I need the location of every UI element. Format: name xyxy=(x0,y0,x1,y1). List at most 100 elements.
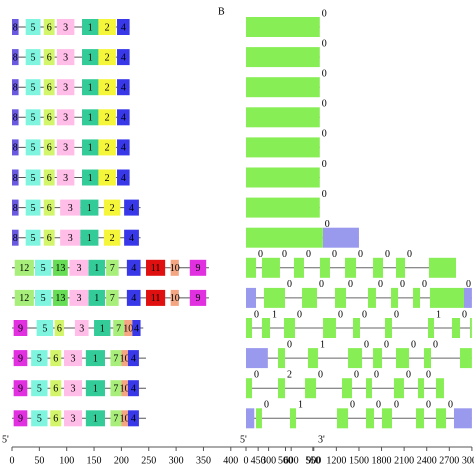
intron-phase: 0 xyxy=(287,339,292,350)
intron-phase: 0 xyxy=(287,279,292,290)
motif-label: 1 xyxy=(93,414,98,425)
motif-label: 2 xyxy=(110,203,115,214)
exon xyxy=(246,318,253,338)
intron-phase: 0 xyxy=(322,68,327,79)
motif xyxy=(25,229,41,246)
motif-label: 7 xyxy=(110,293,115,304)
motif-label: 11 xyxy=(151,293,161,304)
intron-phase: 0 xyxy=(422,279,427,290)
motif xyxy=(63,350,83,367)
intron-phase: 0 xyxy=(407,249,412,260)
motif-label: 12 xyxy=(19,263,29,274)
exon xyxy=(246,77,320,98)
utr xyxy=(246,408,255,429)
motif xyxy=(124,320,133,336)
motif xyxy=(117,49,130,66)
intron-phase: 0 xyxy=(322,189,327,200)
motif xyxy=(170,259,179,276)
motif-label: 5 xyxy=(41,293,46,304)
motif-label: 8 xyxy=(13,52,18,63)
intron-phase: 0 xyxy=(322,8,327,19)
motif xyxy=(53,259,68,276)
motif xyxy=(31,380,48,397)
motif-label: 4 xyxy=(121,82,126,93)
exon xyxy=(256,408,262,429)
motif xyxy=(12,169,19,186)
motif xyxy=(31,350,48,367)
tick-label: 550 xyxy=(305,455,320,466)
tick-label: 2100 xyxy=(394,455,414,466)
motif xyxy=(98,109,116,126)
intron-phase: 0 xyxy=(254,309,259,320)
motif xyxy=(56,79,75,96)
motif-label: 5 xyxy=(31,82,36,93)
motif xyxy=(31,410,48,427)
intron-phase: 0 xyxy=(264,400,269,411)
exon xyxy=(246,17,320,37)
motif-label: 13 xyxy=(55,263,65,274)
motif xyxy=(189,289,207,306)
motif xyxy=(110,350,122,367)
motif xyxy=(56,19,75,35)
motif-label: 4 xyxy=(121,22,126,33)
motif xyxy=(88,289,105,306)
motif-label: 3 xyxy=(70,383,75,394)
motif xyxy=(82,139,99,156)
intron-phase: 0 xyxy=(322,129,327,140)
motif xyxy=(25,19,41,35)
motif-label: 6 xyxy=(53,414,58,425)
motif-label: 6 xyxy=(47,113,52,124)
motif-label: 1 xyxy=(88,82,93,93)
motif-label: 4 xyxy=(129,203,134,214)
intron-phase: 0 xyxy=(378,279,383,290)
intron-phase: 0 xyxy=(318,369,323,380)
motif-label: 11 xyxy=(151,263,161,274)
motif xyxy=(63,410,83,427)
exon xyxy=(307,348,318,369)
motif xyxy=(85,380,105,397)
motif xyxy=(34,259,52,276)
exon xyxy=(385,318,393,338)
motif xyxy=(12,199,19,216)
motif-label: 4 xyxy=(134,323,139,334)
intron-phase: 0 xyxy=(319,279,324,290)
motif xyxy=(98,19,116,35)
tick-label: 0 xyxy=(244,455,249,466)
motif-label: 8 xyxy=(13,173,18,184)
motif xyxy=(43,139,55,156)
intron-phase: 2 xyxy=(287,369,292,380)
left-5-end: 5' xyxy=(2,434,9,445)
exon xyxy=(246,107,320,128)
motif-label: 2 xyxy=(110,233,115,244)
intron-phase: 0 xyxy=(376,400,381,411)
intron-phase: 0 xyxy=(462,309,467,320)
motif xyxy=(12,79,19,96)
motif-label: 7 xyxy=(113,414,118,425)
motif xyxy=(127,350,139,367)
intron-phase: 0 xyxy=(426,369,431,380)
motif xyxy=(82,169,99,186)
motif xyxy=(88,259,105,276)
motif-label: 5 xyxy=(31,143,36,154)
motif xyxy=(121,350,128,367)
utr xyxy=(246,287,257,308)
motif xyxy=(110,380,122,397)
motif-label: 1 xyxy=(87,203,92,214)
motif xyxy=(12,139,19,156)
motif-label: 3 xyxy=(63,82,68,93)
motif xyxy=(103,229,121,246)
exon xyxy=(452,318,461,338)
exon xyxy=(435,408,446,429)
motif-label: 5 xyxy=(31,22,36,33)
exon xyxy=(278,378,286,399)
intron-phase: 1 xyxy=(298,400,303,411)
motif-label: 12 xyxy=(19,293,29,304)
motif-label: 6 xyxy=(47,173,52,184)
motif-label: 1 xyxy=(88,22,93,33)
motif xyxy=(25,49,41,66)
exon xyxy=(381,408,393,429)
motif-label: 1 xyxy=(94,263,99,274)
tick-label: 150 xyxy=(87,455,102,466)
exon xyxy=(373,257,384,278)
